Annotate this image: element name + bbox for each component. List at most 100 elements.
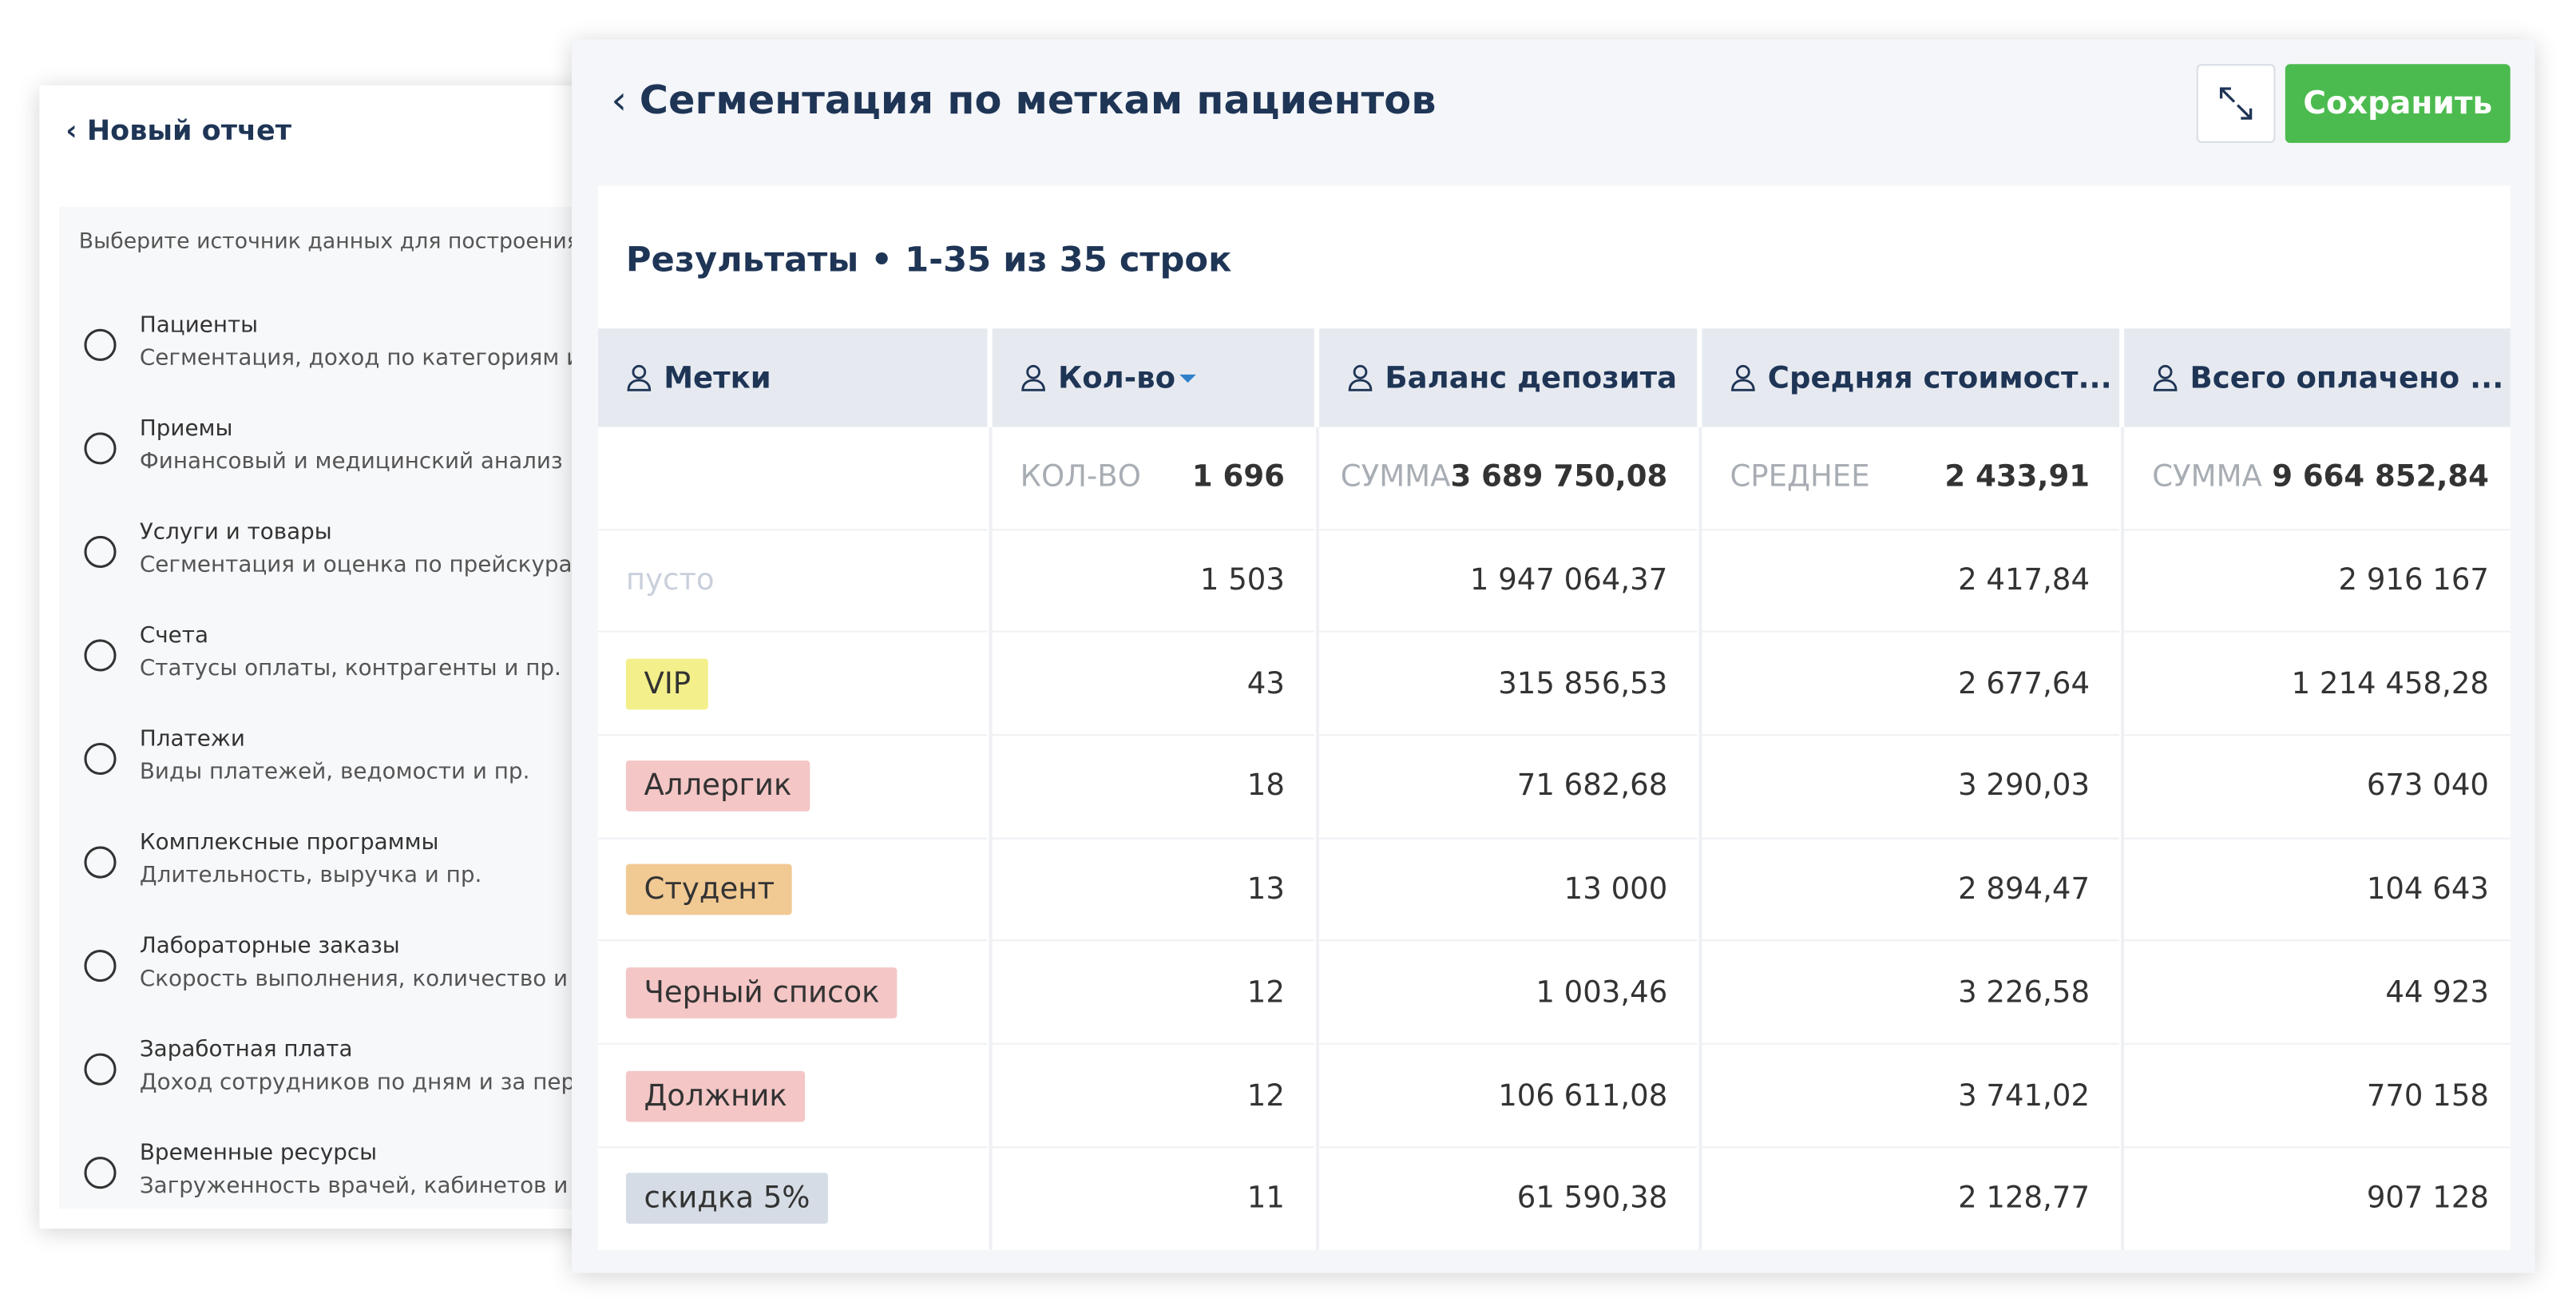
source-name: Приемы bbox=[139, 415, 233, 443]
value-cell: 2 417,84 bbox=[1702, 530, 2120, 633]
value-cell: 71 682,68 bbox=[1319, 736, 1698, 840]
results-card: Результаты • 1-35 из 35 строк Метки Кол-в… bbox=[597, 185, 2511, 1250]
source-icon bbox=[84, 1157, 117, 1189]
source-icon bbox=[84, 742, 117, 776]
value-cell: 13 bbox=[992, 839, 1314, 943]
tag-cell: Аллергик bbox=[597, 736, 988, 840]
title-text: Сегментация по меткам пациентов bbox=[639, 77, 1437, 124]
header-text: Средняя стоимост... bbox=[1767, 360, 2112, 395]
column-header[interactable]: Всего оплачено ... bbox=[2124, 328, 2511, 427]
value-cell: 43 bbox=[992, 633, 1314, 736]
source-item[interactable]: Заработная плата Доход сотрудников по дня… bbox=[59, 1037, 631, 1135]
expand-icon bbox=[2219, 87, 2253, 120]
chevron: ‹ bbox=[65, 114, 87, 149]
source-icon bbox=[84, 1053, 117, 1086]
source-icon bbox=[84, 432, 117, 465]
source-description: Статусы оплаты, контрагенты и пр. bbox=[139, 655, 561, 682]
value-cell: 61 590,38 bbox=[1319, 1148, 1698, 1250]
value-cell: 3 290,03 bbox=[1702, 736, 2120, 840]
value-cell: 1 003,46 bbox=[1319, 942, 1698, 1046]
person-icon bbox=[627, 364, 652, 391]
source-description: Финансовый и медицинский анализ bbox=[139, 448, 563, 475]
source-item[interactable]: Платежи Виды платежей, ведомости и пр. bbox=[59, 726, 631, 824]
value-cell: 2 128,77 bbox=[1702, 1148, 2120, 1250]
summary-value: 1 696 bbox=[1191, 460, 1285, 495]
tag-cell: Черный список bbox=[597, 942, 988, 1046]
value-cell: 3 741,02 bbox=[1702, 1045, 2120, 1149]
source-item[interactable]: Пациенты Сегментация, доход по категориям… bbox=[59, 312, 631, 411]
source-item[interactable]: Комплексные программы Длительность, выруч… bbox=[59, 829, 631, 927]
column-divider bbox=[989, 427, 993, 1250]
summary-cell: СУММА 3 689 750,08 bbox=[1319, 427, 1698, 530]
value-cell: 1 503 bbox=[992, 530, 1314, 633]
source-description: Сегментация, доход по категориям и пр. bbox=[139, 344, 624, 371]
value-cell: 770 158 bbox=[2124, 1045, 2511, 1149]
summary-label: СУММА bbox=[2152, 460, 2262, 495]
tag: Должник bbox=[625, 1070, 806, 1121]
source-icon bbox=[84, 639, 117, 672]
column-header[interactable]: Баланс депозита bbox=[1319, 328, 1698, 427]
source-name: Пациенты bbox=[139, 312, 259, 339]
source-icon bbox=[84, 950, 117, 983]
summary-label: КОЛ-ВО bbox=[1020, 460, 1141, 495]
expand-button[interactable] bbox=[2196, 64, 2276, 143]
report-title: ‹ Сегментация по меткам пациентов bbox=[611, 77, 1436, 124]
back-title[interactable]: ‹ Новый отчет bbox=[65, 115, 291, 148]
source-name: Лабораторные заказы bbox=[139, 932, 400, 959]
source-description: Загруженность врачей, кабинетов и пр. bbox=[139, 1173, 611, 1200]
source-item[interactable]: Услуги и товары Сегментация и оценка по п… bbox=[59, 519, 631, 617]
source-description: Скорость выполнения, количество и пр. bbox=[139, 966, 611, 993]
value-cell: 2 916 167 bbox=[2124, 530, 2511, 633]
results-title: Результаты • 1-35 из 35 строк bbox=[625, 240, 1232, 280]
header-text: Метки bbox=[664, 360, 771, 395]
value-cell: 12 bbox=[992, 1045, 1314, 1149]
summary-cell: СУММА 9 664 852,84 bbox=[2124, 427, 2511, 530]
tag-cell: Должник bbox=[597, 1045, 988, 1149]
summary-value: 2 433,91 bbox=[1944, 460, 2091, 495]
column-header[interactable]: Кол-во bbox=[992, 328, 1314, 427]
source-name: Услуги и товары bbox=[139, 518, 332, 546]
summary-label: СУММА bbox=[1340, 460, 1451, 495]
tag: пусто bbox=[625, 563, 715, 598]
person-icon bbox=[1348, 364, 1373, 391]
tag: скидка 5% bbox=[625, 1173, 829, 1225]
column-divider bbox=[1315, 427, 1320, 1250]
summary-value: 9 664 852,84 bbox=[2272, 460, 2489, 495]
value-cell: 2 677,64 bbox=[1702, 633, 2120, 736]
source-icon bbox=[84, 535, 117, 568]
value-cell: 2 894,47 bbox=[1702, 839, 2120, 943]
column-header[interactable]: Средняя стоимост... bbox=[1702, 328, 2120, 427]
value-cell: 1 214 458,28 bbox=[2124, 633, 2511, 736]
column-header[interactable]: Метки bbox=[597, 328, 988, 427]
tag: Черный список bbox=[625, 967, 898, 1018]
value-cell: 11 bbox=[992, 1148, 1314, 1250]
column-divider bbox=[2121, 427, 2125, 1250]
summary-cell bbox=[597, 427, 988, 530]
value-cell: 1 947 064,37 bbox=[1319, 530, 1698, 633]
panel-title: Новый отчет bbox=[86, 114, 291, 149]
new-report-panel: ‹ Новый отчет Выберите источник данных д… bbox=[39, 85, 632, 1229]
summary-cell: КОЛ-ВО 1 696 bbox=[992, 427, 1314, 530]
person-icon bbox=[1731, 364, 1755, 391]
value-cell: 106 611,08 bbox=[1319, 1045, 1698, 1149]
summary-label: СРЕДНЕЕ bbox=[1730, 460, 1870, 495]
source-icon bbox=[84, 328, 117, 361]
tag-cell: Студент bbox=[597, 839, 988, 943]
tag-cell: пусто bbox=[597, 530, 988, 633]
source-item[interactable]: Лабораторные заказы Скорость выполнения, … bbox=[59, 933, 631, 1031]
source-item[interactable]: Временные ресурсы Загруженность врачей, к… bbox=[59, 1140, 631, 1238]
source-item[interactable]: Счета Статусы оплаты, контрагенты и пр. bbox=[59, 622, 631, 721]
source-name: Счета bbox=[139, 622, 209, 649]
source-item[interactable]: Приемы Финансовый и медицинский анализ bbox=[59, 415, 631, 514]
tag: Студент bbox=[625, 863, 793, 915]
person-icon bbox=[2153, 364, 2178, 391]
header-text: Всего оплачено ... bbox=[2190, 360, 2504, 395]
source-description: Виды платежей, ведомости и пр. bbox=[139, 759, 530, 785]
source-icon bbox=[84, 846, 117, 879]
back-chevron[interactable]: ‹ bbox=[611, 77, 640, 124]
value-cell: 12 bbox=[992, 942, 1314, 1046]
save-button[interactable]: Сохранить bbox=[2285, 64, 2511, 143]
